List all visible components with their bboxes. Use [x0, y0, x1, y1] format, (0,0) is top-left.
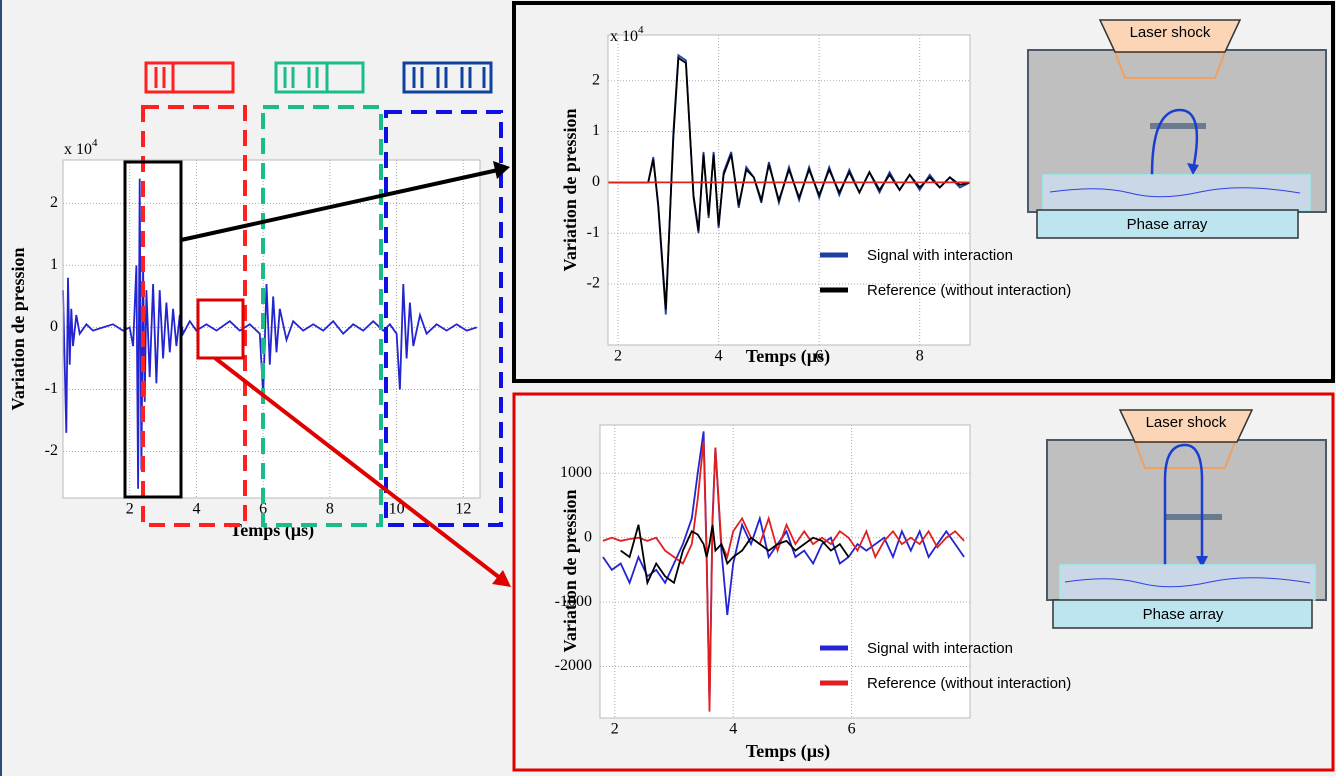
plot-frame	[62, 159, 481, 499]
y-tick-label: 0	[50, 318, 58, 335]
x-tick-label: 8	[326, 501, 334, 518]
x-tick-label: 2	[614, 348, 622, 365]
y-tick-label: 1	[50, 256, 58, 273]
diagram-label: Laser shock	[1146, 414, 1227, 431]
y-tick-label: 0	[584, 528, 592, 545]
data-line	[620, 524, 850, 586]
y-tick-label: -1	[587, 224, 600, 241]
legend-label: Reference (without interaction)	[867, 282, 1071, 299]
diagram-label: Phase array	[1127, 216, 1208, 233]
zoom-arrow	[213, 356, 502, 580]
data-line	[602, 441, 965, 712]
multiplier-base: x 10	[64, 141, 92, 158]
x-tick-label: 8	[916, 348, 924, 365]
y-tick-label: -2	[45, 442, 58, 459]
multiplier-exponent: 4	[92, 137, 98, 149]
y-tick-label: -2000	[555, 657, 592, 674]
legend-label: Reference (without interaction)	[867, 675, 1071, 692]
y-tick-label: 0	[592, 173, 600, 190]
icon-blue	[402, 61, 493, 94]
x-tick-label: 10	[389, 501, 405, 518]
zoom-frame-red	[512, 392, 1335, 772]
x-tick-label: 2	[611, 721, 619, 738]
multiplier-exponent: 4	[638, 24, 644, 36]
x-tick-label: 4	[729, 721, 737, 738]
region-green	[261, 105, 383, 527]
multiplier-base: x 10	[610, 28, 638, 45]
y-tick-label: -1	[45, 380, 58, 397]
data-line	[602, 431, 965, 706]
icon-red	[144, 61, 235, 94]
arrow-head	[493, 161, 510, 179]
arrow-head	[492, 570, 511, 587]
x-tick-label: 2	[126, 501, 134, 518]
plot-frame	[607, 34, 971, 346]
plot-area	[608, 35, 970, 345]
zoom-box-black	[123, 160, 183, 499]
x-axis-label: Temps (µs)	[746, 346, 830, 367]
x-tick-label: 4	[192, 501, 200, 518]
data-line	[608, 56, 971, 310]
x-tick-label: 4	[715, 348, 723, 365]
x-tick-label: 6	[848, 721, 856, 738]
zoom-box-red	[196, 298, 245, 360]
plot-frame	[599, 424, 971, 719]
axis-multiplier: x 104	[610, 24, 644, 45]
x-tick-label: 12	[455, 501, 471, 518]
zoom-frame-black	[512, 1, 1335, 383]
y-axis-label: Variation de pression	[560, 489, 580, 652]
diagram-label: Laser shock	[1130, 24, 1211, 41]
x-tick-label: 6	[259, 501, 267, 518]
y-tick-label: 2	[50, 194, 58, 211]
region-blue	[384, 110, 503, 527]
region-red	[141, 105, 247, 527]
x-axis-label: Temps (µs)	[746, 741, 830, 762]
x-axis-label: Temps (µs)	[230, 520, 314, 541]
y-tick-label: -1000	[555, 593, 592, 610]
zoom-arrow	[180, 168, 499, 242]
y-tick-label: 1000	[560, 464, 592, 481]
y-axis-label: Variation de pression	[8, 247, 28, 410]
legend-label: Signal with interaction	[867, 640, 1013, 657]
diagram: Laser shock Phase array	[1046, 409, 1327, 629]
y-tick-label: 1	[592, 122, 600, 139]
diagram: Laser shock Phase array	[1027, 19, 1327, 239]
icon-green	[274, 61, 365, 94]
y-axis-label: Variation de pression	[560, 108, 580, 271]
axis-multiplier: x 104	[64, 137, 98, 158]
y-tick-label: -2	[587, 275, 600, 292]
data-line	[62, 178, 477, 489]
x-tick-label: 6	[815, 348, 823, 365]
y-tick-label: 2	[592, 71, 600, 88]
diagram-label: Phase array	[1143, 606, 1224, 623]
legend-label: Signal with interaction	[867, 247, 1013, 264]
